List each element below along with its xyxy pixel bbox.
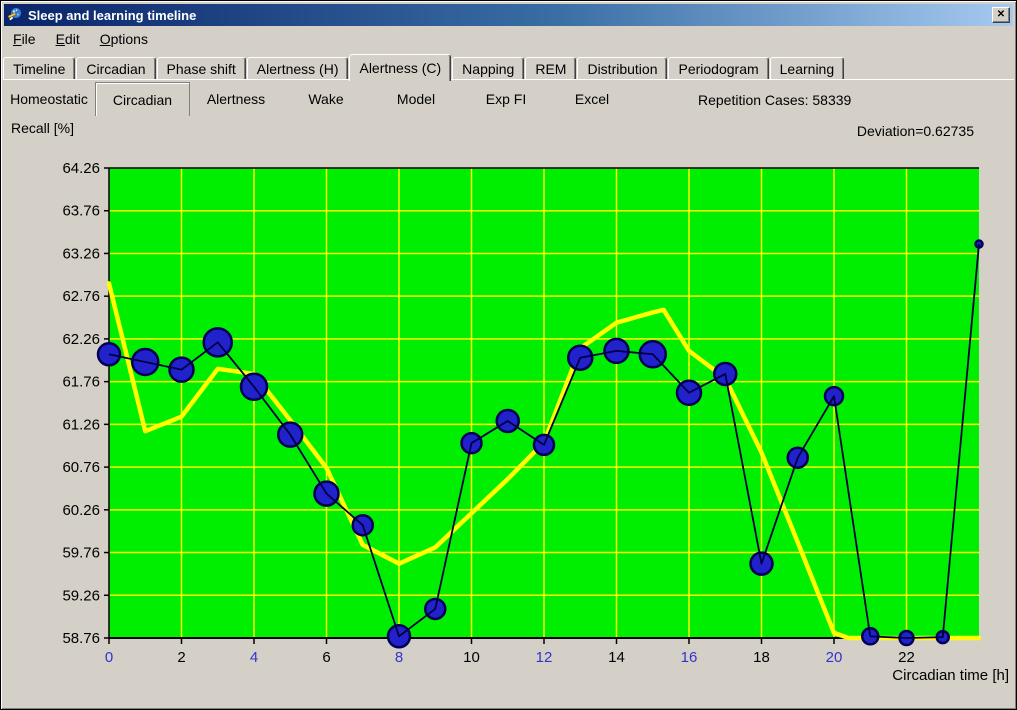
subtab-excel[interactable]: Excel	[574, 91, 610, 107]
x-tick-label: 8	[395, 649, 403, 666]
subtab-model[interactable]: Model	[396, 91, 436, 107]
menu-item-edit[interactable]: Edit	[55, 31, 80, 47]
y-tick-label: 58.76	[62, 630, 100, 647]
repetition-cases-text: Repetition Cases: 58339	[698, 92, 852, 108]
title-bar: Sleep and learning timeline ✕	[4, 4, 1013, 26]
tab-periodogram[interactable]: Periodogram	[668, 57, 769, 80]
data-point	[96, 342, 122, 367]
menu-bar: File Edit Options	[7, 30, 156, 50]
chart: 58.76 59.26 59.76 60.26 60.76 61.26 61.76 62.26…	[62, 160, 1009, 684]
data-line	[108, 243, 980, 639]
tab-circadian[interactable]: Circadian	[76, 57, 156, 80]
tab-rem[interactable]: REM	[525, 57, 577, 80]
x-tick-label: 2	[177, 649, 185, 666]
tab-alertness-h[interactable]: Alertness (H)	[246, 57, 349, 80]
menu-item-file[interactable]: File	[13, 31, 36, 47]
tab-phase-shift[interactable]: Phase shift	[156, 57, 246, 80]
app-icon	[8, 7, 22, 21]
y-tick-label: 61.76	[62, 374, 100, 391]
x-tick-label: 16	[681, 649, 698, 666]
subtab-homeostatic[interactable]: Homeostatic	[10, 91, 88, 107]
tab-napping[interactable]: Napping	[452, 57, 525, 80]
x-tick-label: 12	[536, 649, 553, 666]
subtab-alertness[interactable]: Alertness	[206, 91, 266, 107]
subtab-wake[interactable]: Wake	[308, 91, 344, 107]
subtab-strip: Homeostatic Circadian Alertness Wake Model Ex…	[3, 82, 634, 116]
x-tick-label: 18	[753, 649, 770, 666]
y-tick-label: 60.26	[62, 502, 100, 519]
x-tick-label: 0	[105, 649, 113, 666]
x-tick-label: 6	[322, 649, 330, 666]
y-tick-label: 60.76	[62, 459, 100, 476]
y-tick-label: 61.26	[62, 416, 100, 433]
tab-strip: Timeline Circadian Phase shift Alertness (H…	[3, 53, 1014, 81]
tab-alertness-c[interactable]: Alertness (C)	[349, 54, 452, 81]
x-tick-label: 14	[608, 649, 625, 666]
tab-timeline[interactable]: Timeline	[3, 57, 76, 80]
y-axis-title: Recall [%]	[11, 120, 75, 136]
y-tick-label: 62.26	[62, 331, 100, 348]
x-tick-label: 20	[826, 649, 843, 666]
tab-learning[interactable]: Learning	[769, 57, 845, 80]
deviation-text: Deviation=0.62735	[856, 123, 974, 139]
menu-item-options[interactable]: Options	[99, 31, 148, 47]
subtab-circadian[interactable]: Circadian	[95, 82, 190, 116]
close-button[interactable]: ✕	[992, 7, 1010, 23]
y-tick-label: 64.26	[62, 160, 100, 177]
x-tick-label: 10	[463, 649, 480, 666]
window-title: Sleep and learning timeline	[28, 7, 197, 23]
y-tick-label: 59.76	[62, 545, 100, 562]
y-tick-label: 62.76	[62, 288, 100, 305]
x-tick-label: 4	[250, 649, 258, 666]
model-curve	[106, 281, 982, 641]
y-tick-label: 63.26	[62, 245, 100, 262]
x-tick-label: 22	[898, 649, 915, 666]
tab-distribution[interactable]: Distribution	[577, 57, 668, 80]
y-tick-label: 63.76	[62, 203, 100, 220]
y-tick-label: 59.26	[62, 587, 100, 604]
subtab-exp-fi[interactable]: Exp FI	[485, 91, 527, 107]
x-axis-title: Circadian time [h]	[892, 667, 1009, 684]
